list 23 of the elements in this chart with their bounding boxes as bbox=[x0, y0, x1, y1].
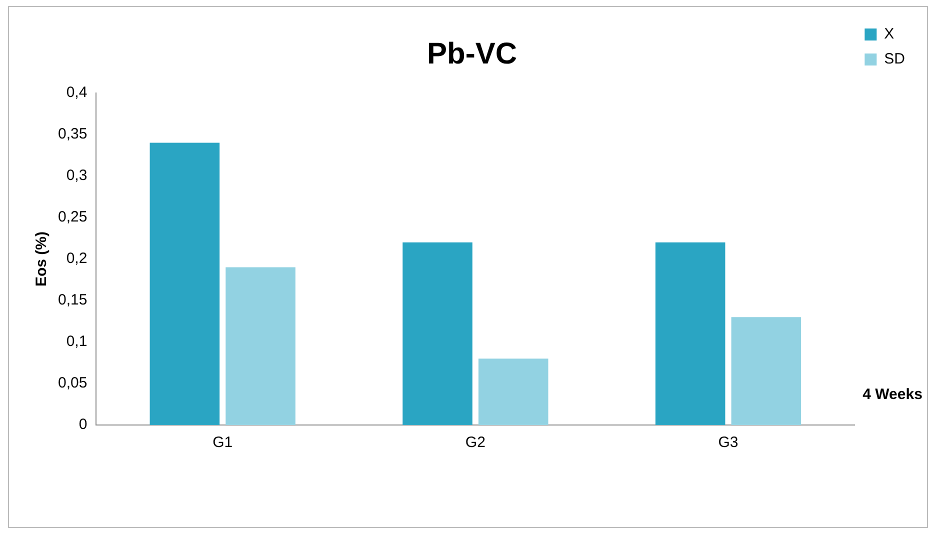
bar bbox=[402, 242, 472, 425]
y-axis-title: Eos (%) bbox=[33, 231, 50, 287]
y-tick-label: 0,25 bbox=[58, 208, 88, 226]
y-tick-label: 0,3 bbox=[66, 167, 88, 184]
x-tick-label: G3 bbox=[718, 434, 738, 452]
y-tick-label: 0 bbox=[78, 416, 88, 434]
bar bbox=[150, 142, 220, 425]
y-tick-label: 0,2 bbox=[66, 250, 88, 268]
legend-label: X bbox=[884, 26, 894, 43]
bar bbox=[478, 358, 548, 425]
y-tick-label: 0,15 bbox=[58, 292, 88, 309]
x-tick-label: G2 bbox=[465, 434, 486, 452]
bar bbox=[655, 242, 726, 425]
bar bbox=[226, 267, 296, 425]
x-tick-label: G1 bbox=[212, 434, 233, 452]
x-axis-title: 4 Weeks bbox=[862, 386, 922, 404]
bar bbox=[731, 317, 802, 425]
y-tick-label: 0,4 bbox=[66, 84, 88, 102]
y-tick-label: 0,1 bbox=[66, 333, 88, 350]
y-tick-label: 0,35 bbox=[58, 126, 88, 143]
chart-title: Pb-VC bbox=[427, 37, 517, 70]
legend-label: SD bbox=[884, 50, 906, 68]
y-tick-label: 0,05 bbox=[58, 374, 88, 392]
